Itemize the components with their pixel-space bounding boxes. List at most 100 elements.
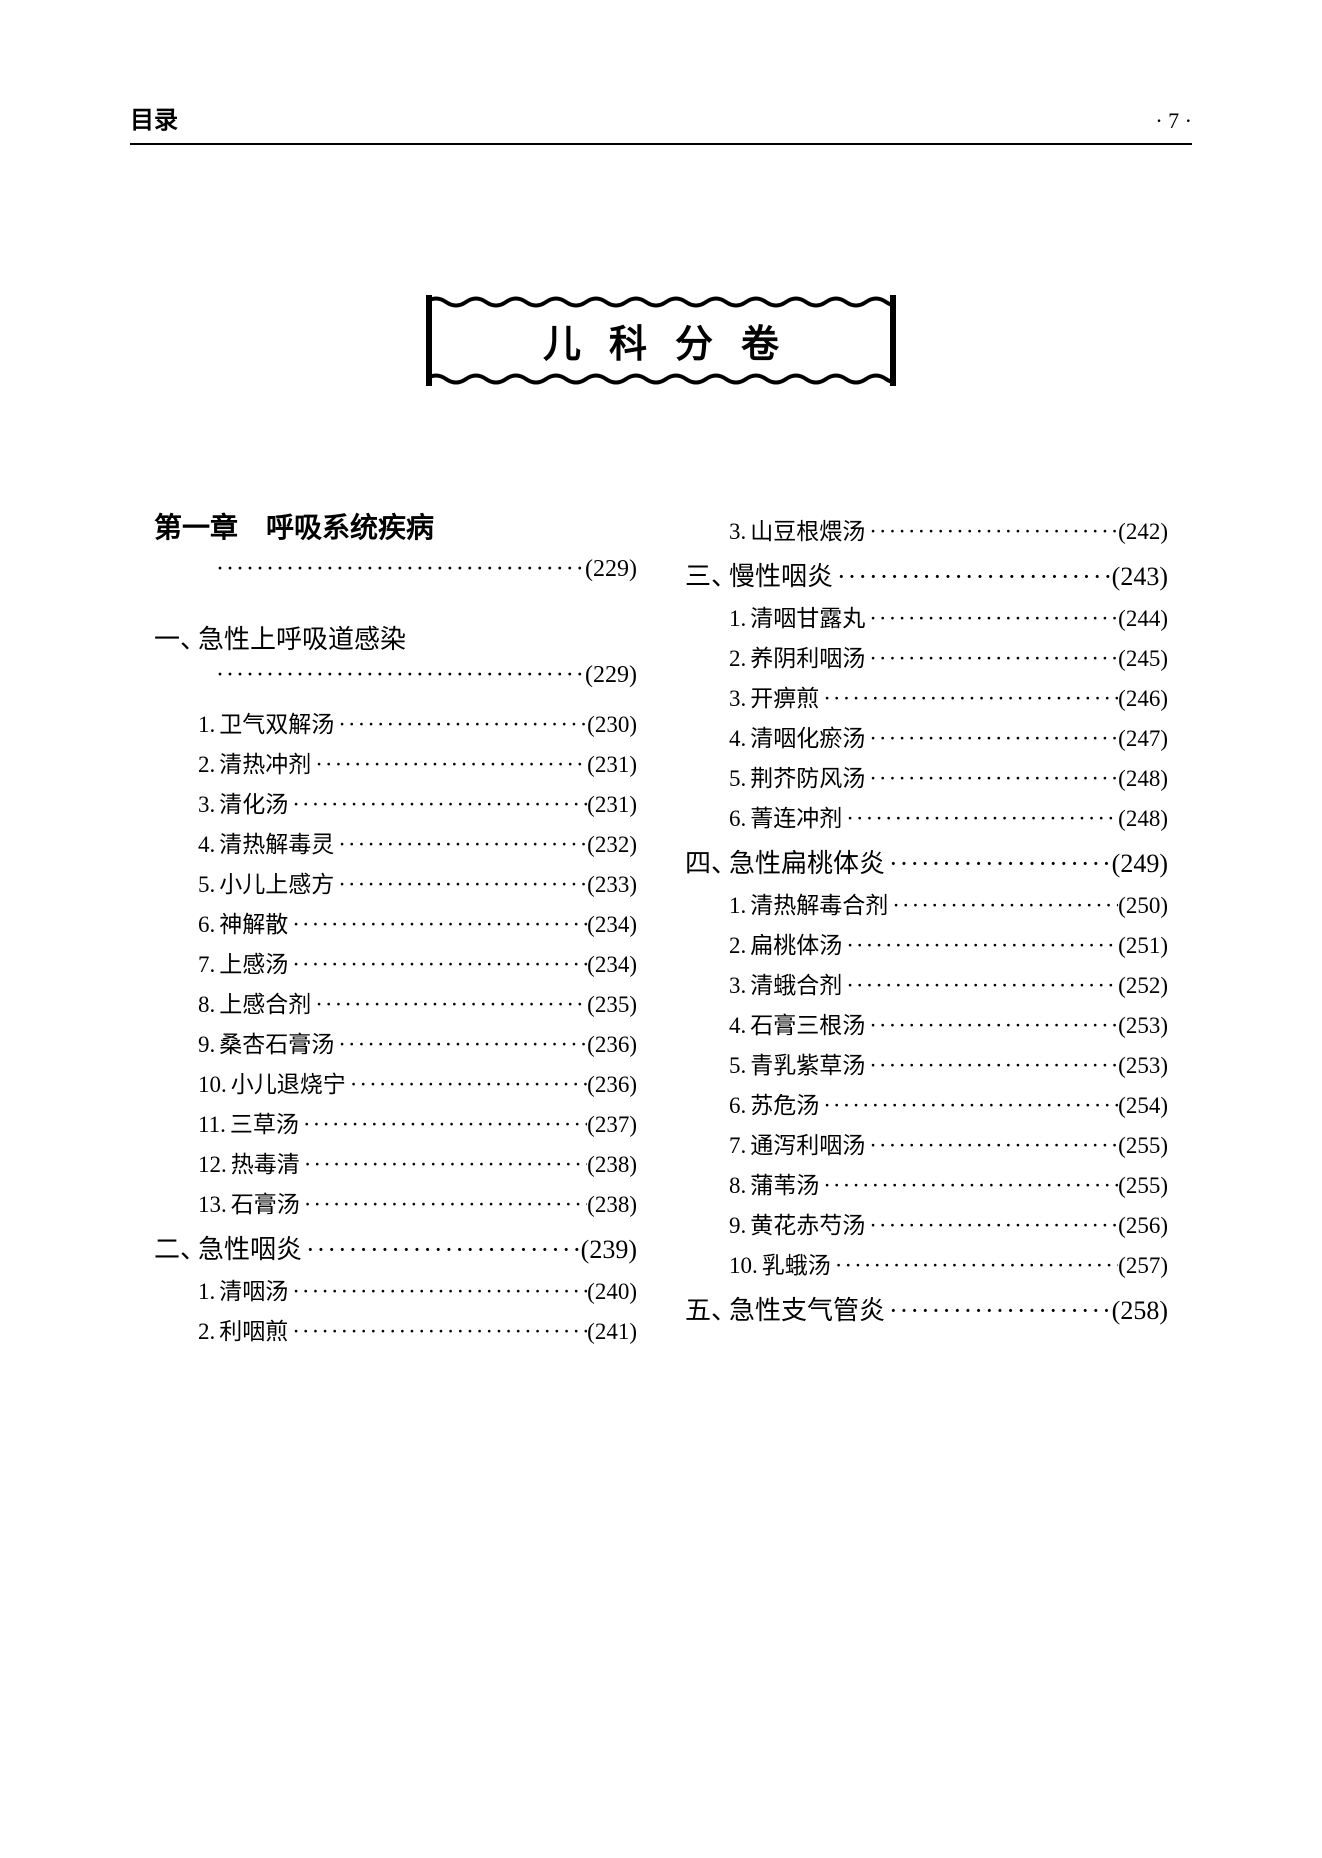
item-number: 1. <box>198 1279 215 1305</box>
leader-dots: ········································… <box>842 933 1118 959</box>
toc-item: 5.青乳紫草汤·································… <box>685 1046 1168 1080</box>
box-border-top <box>426 295 896 309</box>
item-page: (236) <box>587 1032 637 1058</box>
toc-item: 1.清咽汤···································… <box>154 1272 637 1306</box>
item-page: (246) <box>1118 686 1168 712</box>
leader-dots: ········································… <box>842 973 1118 999</box>
item-title: 通泻利咽汤 <box>750 1126 865 1160</box>
toc-item: 8.上感合剂··································… <box>154 985 637 1019</box>
header-page-number: · 7 · <box>1155 108 1192 134</box>
item-number: 9. <box>729 1213 746 1239</box>
leader-dots: ········································… <box>288 912 587 938</box>
toc-columns: 第一章 呼吸系统疾病 ······························… <box>130 506 1192 1352</box>
chapter-title: 第一章 呼吸系统疾病 <box>154 506 637 546</box>
item-number: 4. <box>729 726 746 752</box>
item-title: 石膏三根汤 <box>750 1006 865 1040</box>
item-page: (236) <box>587 1072 637 1098</box>
item-page: (231) <box>587 752 637 778</box>
toc-item: 9.桑杏石膏汤·································… <box>154 1025 637 1059</box>
item-number: 2. <box>198 1319 215 1345</box>
section-title: 急性上呼吸道感染 <box>198 619 406 656</box>
item-title: 清热解毒合剂 <box>750 886 888 920</box>
leader-dots: ········································… <box>819 1093 1118 1119</box>
section-title: 慢性咽炎 <box>729 556 833 593</box>
item-number: 1. <box>729 893 746 919</box>
item-title: 三草汤 <box>230 1105 299 1139</box>
item-page: (248) <box>1118 766 1168 792</box>
leader-dots: ········································… <box>311 752 587 778</box>
page-header: 目录 · 7 · <box>130 100 1192 145</box>
leader-dots: ········································… <box>865 1013 1118 1039</box>
leader-dots: ········································… <box>212 556 585 583</box>
toc-item: 3.开痹煎···································… <box>685 679 1168 713</box>
section-page: (258) <box>1112 1296 1168 1326</box>
toc-item: 7.上感汤···································… <box>154 945 637 979</box>
item-page: (234) <box>587 952 637 978</box>
leader-dots: ········································… <box>865 1053 1118 1079</box>
item-title: 利咽煎 <box>219 1312 288 1346</box>
toc-column-right: 3.山豆根煨汤·································… <box>661 506 1192 1352</box>
section-page-line: ········································… <box>154 662 637 689</box>
item-number: 3. <box>729 686 746 712</box>
section-number: 五、 <box>685 1290 729 1327</box>
item-number: 1. <box>729 606 746 632</box>
volume-title: 儿科分卷 <box>515 324 807 366</box>
leader-dots: ········································… <box>833 562 1112 592</box>
item-page: (235) <box>587 992 637 1018</box>
item-number: 7. <box>729 1133 746 1159</box>
leader-dots: ········································… <box>888 893 1118 919</box>
item-title: 荆芥防风汤 <box>750 759 865 793</box>
item-number: 1. <box>198 712 215 738</box>
leader-dots: ········································… <box>819 1173 1118 1199</box>
toc-item: 1.清热解毒合剂································… <box>685 886 1168 920</box>
item-title: 扁桃体汤 <box>750 926 842 960</box>
header-left: 目录 <box>130 100 178 135</box>
section-title: 急性支气管炎 <box>729 1290 885 1327</box>
item-page: (248) <box>1118 806 1168 832</box>
section-page: (243) <box>1112 562 1168 592</box>
item-title: 石膏汤 <box>231 1185 300 1219</box>
section-page: (249) <box>1112 849 1168 879</box>
leader-dots: ········································… <box>831 1253 1118 1279</box>
leader-dots: ········································… <box>865 766 1118 792</box>
item-page: (241) <box>587 1319 637 1345</box>
toc-item: 13.石膏汤··································… <box>154 1185 637 1219</box>
leader-dots: ········································… <box>288 792 587 818</box>
box-border-bottom <box>426 372 896 386</box>
item-page: (256) <box>1118 1213 1168 1239</box>
item-page: (250) <box>1118 893 1168 919</box>
toc-item: 1.卫气双解汤·································… <box>154 705 637 739</box>
item-page: (238) <box>587 1152 637 1178</box>
item-title: 蒲苇汤 <box>750 1166 819 1200</box>
leader-dots: ········································… <box>885 1296 1112 1326</box>
leader-dots: ········································… <box>334 872 587 898</box>
leader-dots: ········································… <box>300 1192 587 1218</box>
toc-item: 3.清化汤···································… <box>154 785 637 819</box>
leader-dots: ········································… <box>865 726 1118 752</box>
toc-item: 9.黄花赤芍汤·································… <box>685 1206 1168 1240</box>
section-page: (229) <box>585 662 637 689</box>
item-page: (254) <box>1118 1093 1168 1119</box>
toc-item: 1.清咽甘露丸·································… <box>685 599 1168 633</box>
item-page: (234) <box>587 912 637 938</box>
toc-section: 五、急性支气管炎································… <box>685 1290 1168 1327</box>
leader-dots: ········································… <box>288 1319 587 1345</box>
leader-dots: ········································… <box>300 1152 587 1178</box>
leader-dots: ········································… <box>865 606 1118 632</box>
item-title: 苏危汤 <box>750 1086 819 1120</box>
item-number: 6. <box>198 912 215 938</box>
item-page: (238) <box>587 1192 637 1218</box>
leader-dots: ········································… <box>865 1213 1118 1239</box>
leader-dots: ········································… <box>865 1133 1118 1159</box>
leader-dots: ········································… <box>212 662 585 689</box>
item-title: 黄花赤芍汤 <box>750 1206 865 1240</box>
toc-item: 6.菁连冲剂··································… <box>685 799 1168 833</box>
item-title: 神解散 <box>219 905 288 939</box>
item-page: (255) <box>1118 1133 1168 1159</box>
toc-item: 2.利咽煎···································… <box>154 1312 637 1346</box>
item-page: (233) <box>587 872 637 898</box>
item-title: 上感合剂 <box>219 985 311 1019</box>
toc-item: 2.清热冲剂··································… <box>154 745 637 779</box>
item-page: (257) <box>1118 1253 1168 1279</box>
item-title: 清咽甘露丸 <box>750 599 865 633</box>
